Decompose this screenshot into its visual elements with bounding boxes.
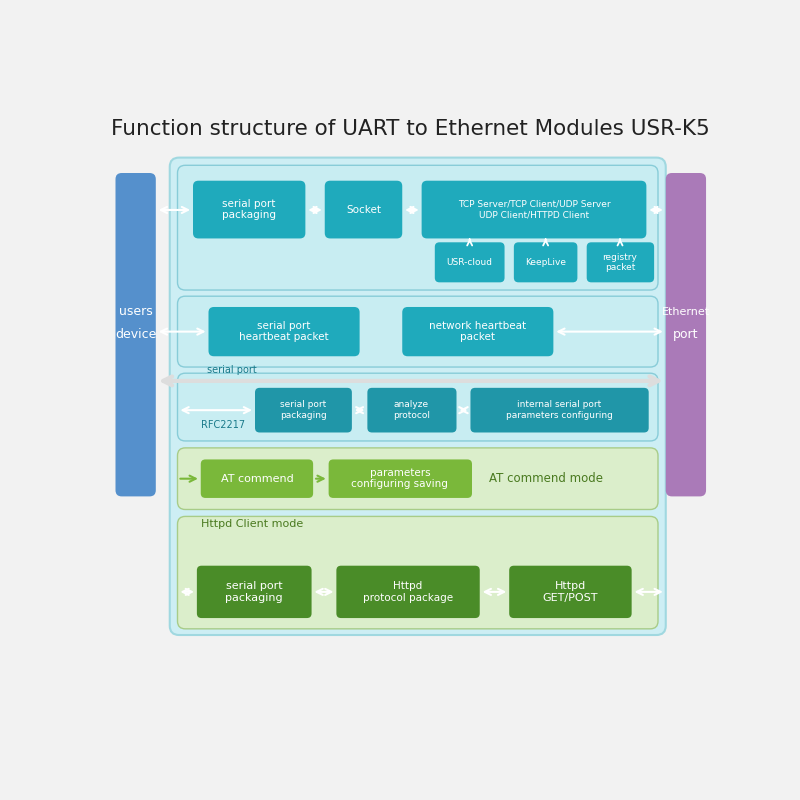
FancyBboxPatch shape bbox=[435, 242, 505, 282]
FancyBboxPatch shape bbox=[367, 388, 457, 433]
Text: parameters
configuring saving: parameters configuring saving bbox=[351, 468, 448, 490]
Text: AT commend: AT commend bbox=[221, 474, 294, 484]
FancyBboxPatch shape bbox=[329, 459, 472, 498]
Text: Httpd
protocol package: Httpd protocol package bbox=[362, 581, 453, 602]
Text: serial port
heartbeat packet: serial port heartbeat packet bbox=[239, 321, 329, 342]
FancyBboxPatch shape bbox=[586, 242, 654, 282]
Text: RFC2217: RFC2217 bbox=[201, 420, 245, 430]
Text: Httpd
GET/POST: Httpd GET/POST bbox=[542, 581, 598, 602]
FancyBboxPatch shape bbox=[178, 166, 658, 290]
FancyBboxPatch shape bbox=[666, 173, 706, 496]
FancyBboxPatch shape bbox=[514, 242, 578, 282]
Text: Socket: Socket bbox=[346, 205, 381, 214]
Text: Function structure of UART to Ethernet Modules USR-K5: Function structure of UART to Ethernet M… bbox=[110, 119, 710, 139]
Text: network heartbeat
packet: network heartbeat packet bbox=[430, 321, 526, 342]
FancyBboxPatch shape bbox=[402, 307, 554, 356]
FancyBboxPatch shape bbox=[325, 181, 402, 238]
FancyBboxPatch shape bbox=[115, 173, 156, 496]
FancyBboxPatch shape bbox=[170, 158, 666, 635]
FancyBboxPatch shape bbox=[209, 307, 360, 356]
FancyBboxPatch shape bbox=[336, 566, 480, 618]
FancyBboxPatch shape bbox=[470, 388, 649, 433]
Text: users: users bbox=[118, 305, 153, 318]
FancyBboxPatch shape bbox=[193, 181, 306, 238]
Text: registry
packet: registry packet bbox=[602, 253, 638, 272]
Text: analyze
protocol: analyze protocol bbox=[393, 401, 430, 420]
Text: serial port
packaging: serial port packaging bbox=[226, 581, 283, 602]
Text: USR-cloud: USR-cloud bbox=[446, 258, 493, 267]
Text: device: device bbox=[115, 328, 156, 341]
Text: internal serial port
parameters configuring: internal serial port parameters configur… bbox=[506, 401, 613, 420]
FancyBboxPatch shape bbox=[178, 448, 658, 510]
Text: port: port bbox=[673, 328, 698, 341]
FancyBboxPatch shape bbox=[509, 566, 632, 618]
FancyBboxPatch shape bbox=[422, 181, 646, 238]
FancyBboxPatch shape bbox=[178, 373, 658, 441]
Text: serial port
packaging: serial port packaging bbox=[280, 401, 327, 420]
FancyBboxPatch shape bbox=[178, 296, 658, 367]
Text: TCP Server/TCP Client/UDP Server
UDP Client/HTTPD Client: TCP Server/TCP Client/UDP Server UDP Cli… bbox=[458, 200, 610, 219]
FancyBboxPatch shape bbox=[197, 566, 311, 618]
FancyBboxPatch shape bbox=[255, 388, 352, 433]
Text: AT commend mode: AT commend mode bbox=[489, 472, 603, 485]
Text: KeepLive: KeepLive bbox=[525, 258, 566, 267]
FancyBboxPatch shape bbox=[201, 459, 313, 498]
Text: serial port
packaging: serial port packaging bbox=[222, 198, 276, 220]
Text: serial port: serial port bbox=[207, 365, 257, 375]
Text: Httpd Client mode: Httpd Client mode bbox=[201, 519, 303, 529]
Text: Ethernet: Ethernet bbox=[662, 306, 710, 317]
FancyBboxPatch shape bbox=[178, 517, 658, 629]
